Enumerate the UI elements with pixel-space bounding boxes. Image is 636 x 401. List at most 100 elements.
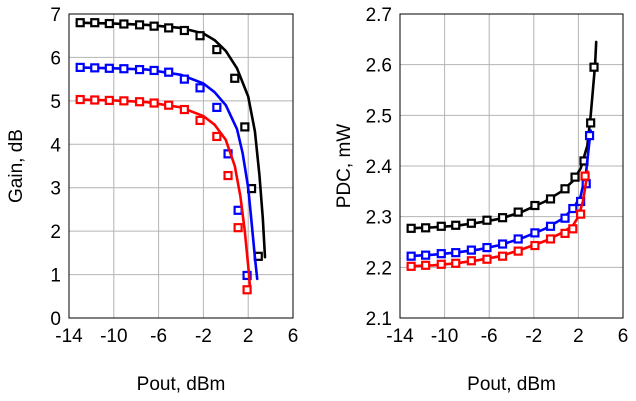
y-tick-label: 2.7: [366, 5, 392, 26]
gain-chart-panel: -14 -10 -6 -2 2 6 0 1 2 3 4 5 6 7 Pout, dBm Gain, dB: [6, 5, 298, 395]
x-tick-label: -2: [525, 326, 542, 347]
data-point-marker: [149, 65, 159, 76]
y-tick-label: 2.1: [366, 309, 392, 330]
data-point-marker: [406, 223, 416, 233]
data-point-marker: [212, 102, 222, 112]
data-point-marker: [104, 18, 114, 29]
x-tick-label: 6: [288, 326, 299, 347]
x-axis-label: Pout, dBm: [137, 374, 226, 395]
y-tick-label: 2.4: [366, 157, 393, 178]
x-tick-label: -2: [195, 326, 212, 347]
data-point-marker: [104, 95, 114, 106]
plot-frame: [399, 13, 624, 319]
data-point-marker: [580, 171, 590, 181]
y-tick-label: 2: [50, 222, 61, 243]
data-point-marker: [576, 209, 586, 219]
data-point-marker: [589, 62, 599, 72]
data-point-marker: [134, 97, 145, 107]
data-point-marker: [497, 239, 508, 249]
data-point-marker: [421, 250, 431, 260]
data-point-marker: [195, 31, 205, 41]
data-point-marker: [421, 260, 431, 270]
series-line: [406, 40, 598, 230]
data-point-marker: [406, 251, 416, 261]
data-point-marker: [530, 200, 540, 211]
y-axis-label: PDC, mW: [334, 124, 355, 209]
data-point-marker: [119, 96, 129, 106]
data-point-marker: [570, 172, 580, 182]
data-point-marker: [513, 207, 523, 217]
data-point-marker: [482, 215, 492, 225]
data-point-marker: [466, 256, 476, 266]
data-point-marker: [75, 18, 85, 28]
y-tick-label: 2.6: [366, 56, 392, 77]
series-line: [75, 98, 252, 294]
data-point-marker: [497, 213, 508, 223]
data-point-marker: [560, 228, 570, 238]
data-point-marker: [451, 248, 461, 258]
series-0: [75, 18, 267, 261]
data-point-marker: [179, 74, 189, 84]
y-tick-label: 7: [50, 5, 61, 26]
data-point-marker: [242, 270, 252, 281]
data-point-marker: [530, 228, 540, 238]
x-tick-label: 6: [618, 326, 629, 347]
x-tick-label: -14: [55, 326, 83, 347]
data-point-marker: [545, 234, 556, 244]
data-point-marker: [584, 131, 595, 141]
y-tick-label: 0: [50, 309, 61, 330]
data-point-marker: [482, 242, 492, 253]
data-point-marker: [240, 122, 250, 132]
data-point-marker: [233, 223, 243, 233]
series-line: [75, 66, 259, 281]
data-point-marker: [134, 64, 145, 75]
data-point-marker: [149, 98, 159, 108]
data-point-marker: [149, 21, 159, 31]
data-point-marker: [104, 63, 114, 73]
data-point-marker: [164, 67, 174, 77]
x-tick-label: -14: [386, 326, 414, 347]
data-point-marker: [451, 258, 461, 268]
x-tick-label: 2: [243, 326, 254, 347]
x-tick-label: -10: [431, 326, 458, 347]
series-2: [406, 169, 590, 271]
data-point-marker: [223, 170, 233, 181]
data-point-marker: [75, 62, 85, 73]
data-point-marker: [568, 224, 578, 234]
x-tick-label: -10: [100, 326, 127, 347]
y-tick-label: 3: [50, 179, 61, 200]
data-point-marker: [568, 203, 578, 214]
y-axis-label: Gain, dB: [6, 129, 27, 203]
data-point-marker: [242, 285, 252, 295]
pdc-chart-panel: -14 -10 -6 -2 2 6 2.1 2.2 2.3 2.4 2.5 2.6 2.7 Pout, d…: [334, 5, 628, 395]
x-tick-label: 2: [573, 326, 584, 347]
data-point-marker: [466, 245, 476, 255]
plot-frame: [68, 13, 294, 319]
data-point-marker: [466, 218, 476, 228]
data-point-marker: [436, 221, 446, 231]
x-axis-label: Pout, dBm: [467, 374, 556, 395]
x-tick-label: -6: [150, 326, 167, 347]
data-point-marker: [436, 249, 446, 259]
data-point-marker: [164, 100, 174, 110]
series-2: [75, 94, 252, 295]
data-point-marker: [212, 45, 222, 55]
data-point-marker: [212, 131, 222, 142]
series-0: [406, 40, 599, 233]
data-point-marker: [230, 73, 240, 83]
data-point-marker: [195, 115, 205, 126]
data-point-marker: [421, 223, 431, 233]
y-tick-label: 5: [50, 92, 61, 113]
y-tick-label: 1: [50, 266, 61, 287]
data-point-marker: [90, 18, 100, 28]
y-tick-label: 6: [50, 48, 61, 69]
data-point-marker: [179, 25, 189, 36]
series-1: [406, 129, 595, 261]
data-point-marker: [545, 221, 556, 231]
data-point-marker: [164, 23, 174, 33]
data-point-marker: [560, 184, 570, 194]
y-tick-label: 2.5: [366, 106, 392, 127]
data-point-marker: [119, 64, 129, 74]
data-point-marker: [195, 83, 205, 93]
